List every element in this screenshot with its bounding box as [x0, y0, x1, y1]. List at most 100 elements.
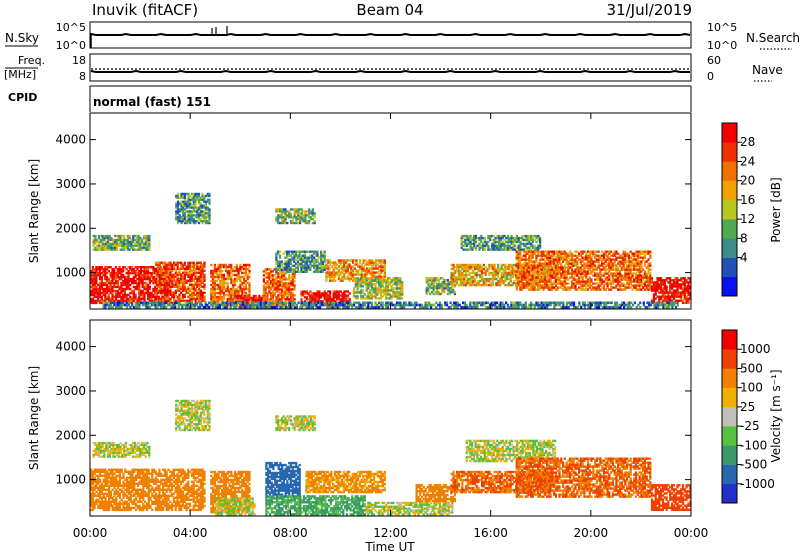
data-cell	[181, 287, 185, 290]
data-cell	[222, 295, 226, 299]
data-cell	[280, 292, 284, 295]
data-cell	[102, 271, 105, 275]
data-cell	[539, 236, 542, 240]
data-cell	[93, 293, 96, 297]
data-cell	[381, 291, 384, 294]
data-cell	[203, 299, 206, 303]
data-cell	[316, 266, 319, 269]
data-cell	[524, 276, 527, 279]
data-cell	[602, 252, 606, 255]
data-cell	[507, 281, 510, 285]
data-cell	[492, 242, 495, 245]
data-cell	[475, 271, 478, 275]
data-cell	[110, 248, 113, 251]
data-cell	[264, 292, 267, 295]
data-cell	[167, 299, 170, 303]
data-cell	[97, 244, 101, 247]
data-cell	[385, 287, 388, 290]
data-cell	[183, 204, 187, 207]
data-cell	[346, 294, 350, 297]
data-cell	[104, 271, 107, 275]
data-cell	[239, 287, 242, 291]
data-cell	[127, 283, 130, 287]
data-cell	[264, 286, 267, 289]
data-cell	[282, 266, 285, 269]
data-cell	[460, 240, 463, 244]
data-cell	[226, 289, 229, 293]
data-cell	[526, 258, 529, 261]
data-cell	[374, 287, 377, 290]
data-cell	[519, 268, 522, 271]
data-cell	[611, 254, 614, 257]
data-cell	[468, 281, 471, 285]
data-cell	[367, 277, 370, 280]
data-cell	[486, 267, 489, 271]
data-cell	[363, 297, 366, 300]
data-cell	[187, 192, 190, 196]
data-cell	[344, 265, 347, 268]
data-cell	[316, 260, 319, 263]
data-cell	[176, 206, 180, 209]
data-cell	[122, 273, 125, 277]
data-cell	[111, 270, 114, 273]
data-cell	[204, 216, 208, 219]
data-cell	[439, 277, 442, 280]
data-cell	[241, 287, 244, 291]
data-cell	[287, 262, 290, 265]
data-cell	[558, 270, 561, 273]
data-cell	[304, 218, 307, 221]
data-cell	[314, 258, 317, 261]
data-cell	[535, 264, 538, 267]
data-cell	[282, 276, 285, 279]
data-cell	[221, 275, 224, 279]
data-cell	[288, 278, 291, 281]
data-cell	[305, 270, 308, 273]
data-cell	[558, 268, 561, 271]
data-cell	[270, 292, 273, 295]
data-cell	[278, 256, 282, 259]
nave-tick-top: 60	[707, 54, 721, 67]
data-cell	[611, 268, 614, 271]
data-cell	[535, 272, 538, 275]
data-cell	[291, 276, 294, 279]
data-cell	[509, 275, 512, 279]
data-cell	[397, 295, 400, 298]
data-cell	[215, 297, 218, 301]
data-cell	[530, 242, 533, 245]
data-cell	[178, 285, 181, 288]
data-cell	[353, 259, 356, 262]
data-cell	[160, 297, 163, 301]
data-cell	[196, 216, 199, 219]
data-cell	[509, 271, 512, 275]
data-cell	[164, 299, 167, 303]
data-cell	[570, 264, 574, 267]
data-cell	[604, 260, 607, 263]
data-cell	[556, 258, 559, 261]
data-cell	[173, 273, 176, 276]
data-cell	[528, 250, 531, 253]
data-cell	[280, 216, 283, 219]
data-cell	[116, 275, 119, 279]
data-cell	[610, 262, 613, 265]
data-cell	[581, 260, 584, 263]
data-cell	[138, 289, 141, 293]
data-cell	[165, 281, 168, 284]
data-cell	[194, 192, 197, 196]
data-cell	[448, 283, 451, 286]
data-cell	[483, 244, 486, 247]
data-cell	[383, 281, 386, 284]
data-cell	[97, 291, 100, 295]
data-cell	[599, 270, 602, 273]
data-cell	[556, 250, 559, 253]
data-cell	[336, 263, 339, 266]
data-cell	[286, 292, 289, 295]
data-cell	[194, 263, 197, 266]
data-cell	[189, 261, 192, 264]
data-cell	[219, 283, 222, 287]
data-cell	[320, 268, 323, 271]
data-cell	[289, 298, 293, 301]
data-cell	[354, 277, 357, 280]
data-cell	[171, 283, 174, 286]
data-cell	[392, 293, 395, 296]
data-cell	[466, 267, 469, 271]
